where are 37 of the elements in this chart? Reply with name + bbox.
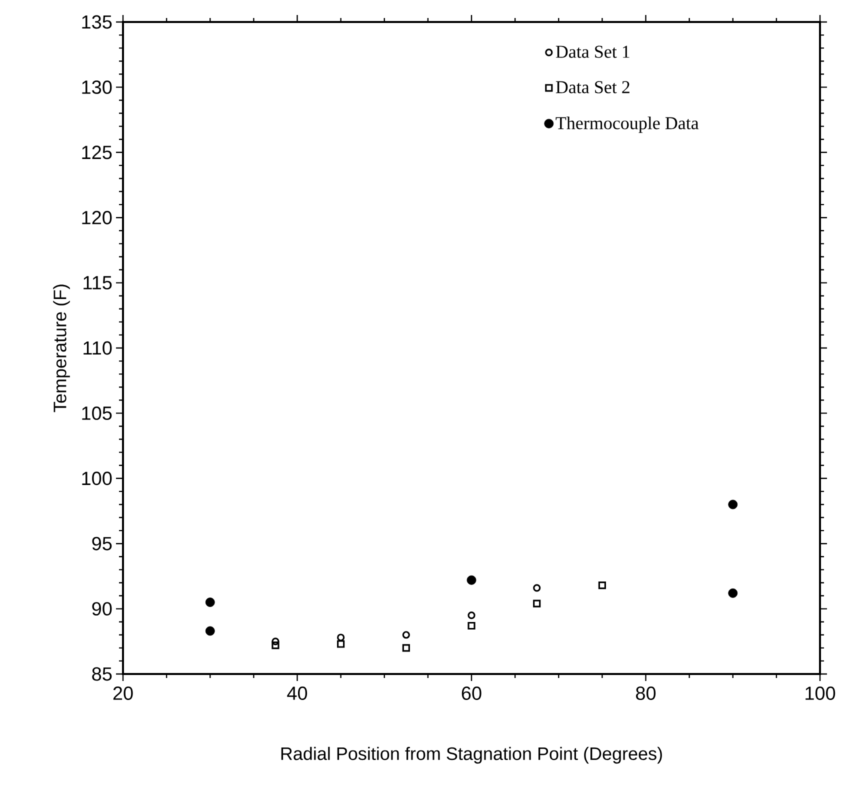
point [337, 634, 345, 642]
y-tick-label: 125 [82, 146, 112, 160]
point [402, 644, 410, 652]
legend-label: Data Set 2 [556, 81, 630, 94]
point [337, 640, 345, 648]
y-tick-label: 105 [82, 406, 112, 420]
legend-label: Data Set 1 [556, 46, 630, 58]
y-tick-label: 130 [82, 80, 112, 94]
point [272, 642, 280, 650]
point [272, 638, 280, 646]
point [598, 582, 606, 590]
x-tick-label: 60 [462, 686, 482, 700]
point [533, 584, 541, 592]
x-tick-label: 100 [806, 686, 836, 700]
point [205, 626, 215, 636]
y-tick-label: 115 [84, 276, 112, 290]
y-tick-label: 110 [84, 341, 112, 355]
point [205, 598, 215, 607]
x-tick-label: 40 [287, 686, 308, 700]
point [468, 622, 476, 630]
point [728, 500, 738, 510]
y-tick-label: 90 [92, 602, 112, 616]
point [468, 612, 476, 620]
y-tick-label: 135 [82, 15, 112, 29]
x-axis-title: Radial Position from Stagnation Point (Degrees) [281, 746, 662, 764]
point [533, 600, 541, 608]
y-tick-label: 100 [82, 472, 112, 486]
point [466, 575, 476, 585]
y-tick-label: 120 [82, 210, 112, 224]
y-tick-label: 85 [92, 667, 112, 681]
y-axis-title: Temperature (F) [53, 284, 70, 412]
point [728, 588, 738, 598]
y-tick-label: 95 [92, 536, 112, 550]
x-tick-label: 80 [636, 686, 656, 700]
legend-label: Thermocouple Data [556, 116, 699, 133]
point [402, 631, 410, 639]
x-tick-label: 20 [113, 686, 133, 700]
